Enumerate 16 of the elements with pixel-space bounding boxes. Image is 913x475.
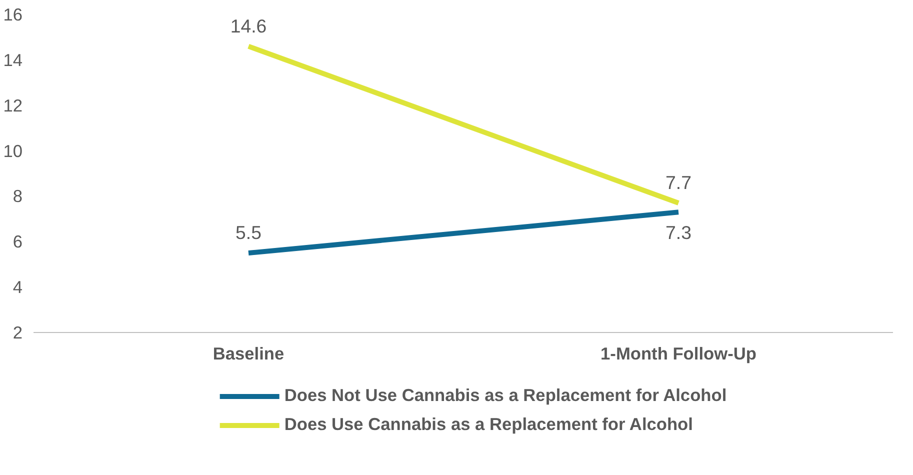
y-tick-label: 12 — [3, 95, 23, 116]
x-tick-label: 1-Month Follow-Up — [600, 344, 756, 364]
legend-label: Does Use Cannabis as a Replacement for Alcohol — [284, 414, 693, 435]
data-label: 7.7 — [666, 172, 692, 194]
y-tick-label: 14 — [3, 50, 23, 70]
y-tick-label: 16 — [3, 4, 23, 24]
y-tick-label: 2 — [12, 322, 23, 342]
y-tick-label: 6 — [12, 232, 23, 252]
data-label: 5.5 — [236, 222, 262, 243]
y-tick-label: 10 — [3, 140, 23, 161]
legend-label: Does Not Use Cannabis as a Replacement for Alcohol — [284, 385, 727, 406]
data-label: 14.6 — [230, 15, 267, 36]
x-tick-label: Baseline — [212, 344, 284, 364]
y-tick-label: 8 — [12, 186, 23, 206]
y-tick-label: 4 — [12, 277, 23, 298]
data-label: 7.3 — [666, 222, 692, 244]
